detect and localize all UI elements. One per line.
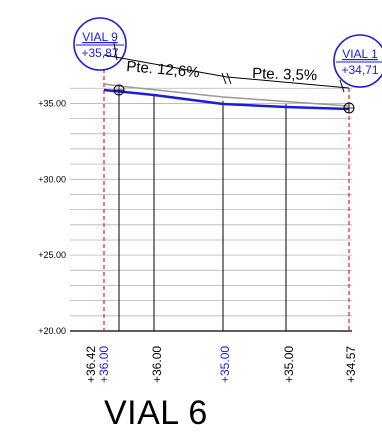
slope-label-2: Pte. 3,5% [252, 65, 318, 84]
station-label: +35.00 [282, 346, 296, 383]
station-lines [103, 48, 350, 331]
station-label: +36.42 [84, 346, 98, 383]
slope-tick [339, 79, 345, 93]
vial-1-marker [333, 34, 382, 88]
horizontal-grid [70, 87, 352, 332]
slope-tick [221, 72, 227, 85]
station-label: +35.00 [218, 346, 232, 383]
marker-elevation: +35,87 [81, 46, 118, 60]
station-labels: +36.42 +36.00 +36.00 +35.00 +35.00 +34.57 [84, 346, 358, 383]
vial-9-marker [73, 17, 127, 71]
slope-tick [226, 72, 232, 85]
design-profile-line [103, 88, 350, 111]
y-tick-label: +20.00 [38, 326, 66, 336]
station-label: +34.57 [344, 346, 358, 383]
terrain-line [103, 83, 350, 107]
marker-name: VIAL 1 [342, 47, 378, 61]
marker-elevation: +34,71 [341, 63, 378, 77]
y-tick-label: +25.00 [38, 250, 66, 260]
profile-lines [103, 83, 355, 114]
elevation-axis-labels: +35.00 +30.00 +25.00 +20.00 [38, 98, 66, 336]
y-tick-label: +30.00 [38, 174, 66, 184]
slope-line [103, 54, 350, 89]
marker-name: VIAL 9 [82, 30, 118, 44]
slope-tick [113, 42, 118, 61]
slope-label-1: Pte. 12,6% [126, 58, 201, 81]
station-label: +36.00 [97, 346, 111, 383]
station-label: +36.00 [150, 346, 164, 383]
y-tick-label: +35.00 [38, 98, 66, 108]
slope-annotations: Pte. 12,6% Pte. 3,5% [103, 42, 350, 93]
diagram-title: VIAL 6 [104, 394, 208, 432]
